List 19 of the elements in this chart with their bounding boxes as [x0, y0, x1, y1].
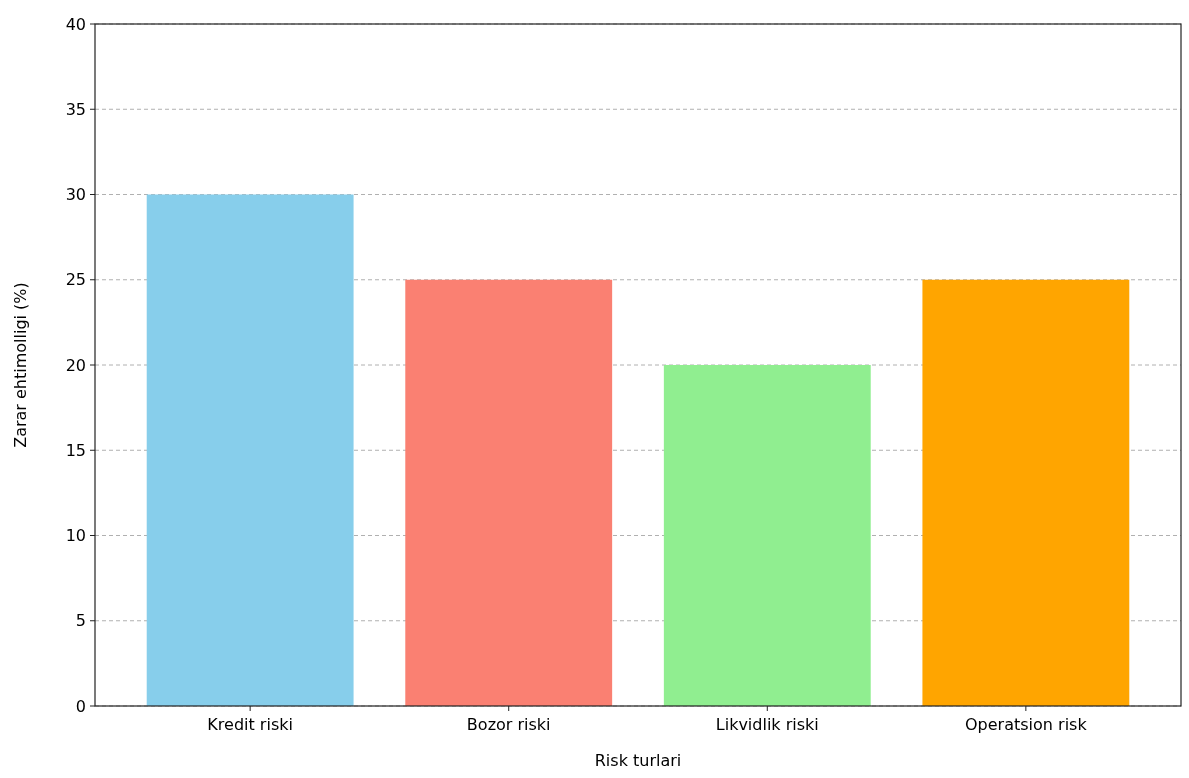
- y-tick-label: 35: [65, 99, 86, 119]
- x-tick-label: Kredit riski: [207, 715, 293, 734]
- x-tick-label: Bozor riski: [466, 715, 551, 734]
- x-axis-title: Risk turlari: [594, 751, 682, 770]
- y-tick-label: 40: [65, 14, 86, 34]
- y-tick-label: 10: [65, 526, 86, 546]
- y-tick-label: 0: [75, 696, 86, 716]
- y-tick-label: 5: [75, 611, 86, 631]
- bar: [146, 194, 354, 706]
- y-tick-label: 25: [65, 270, 86, 290]
- bar: [663, 365, 871, 706]
- y-tick-label: 15: [65, 440, 86, 460]
- y-axis-title: Zarar ehtimolligi (%): [11, 282, 30, 448]
- x-tick-label: Operatsion risk: [965, 715, 1088, 734]
- y-tick-label: 20: [65, 355, 86, 375]
- x-tick-label: Likvidlik riski: [715, 715, 819, 734]
- bar: [405, 279, 613, 706]
- y-tick-label: 30: [65, 185, 86, 205]
- bar: [922, 279, 1130, 706]
